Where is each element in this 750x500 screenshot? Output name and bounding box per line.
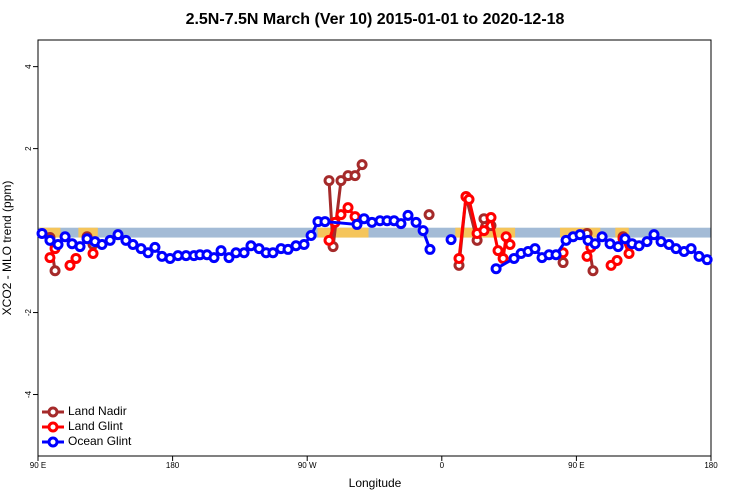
- x-tick-label: 90 E: [568, 461, 584, 470]
- point: [574, 229, 586, 241]
- chart-title: 2.5N-7.5N March (Ver 10) 2015-01-01 to 2…: [186, 11, 565, 28]
- point: [351, 218, 363, 230]
- y-tick-label: -2: [24, 308, 33, 316]
- x-tick-label: 90 E: [30, 461, 46, 470]
- point: [52, 239, 64, 251]
- ocean-band: [38, 227, 711, 238]
- point: [298, 239, 310, 251]
- x-tick-label: 0: [440, 461, 445, 470]
- point: [323, 175, 335, 187]
- point: [87, 248, 99, 260]
- point: [215, 245, 227, 257]
- point: [423, 209, 435, 221]
- point: [445, 234, 457, 246]
- point: [208, 252, 220, 264]
- x-tick-label: 180: [704, 461, 718, 470]
- point: [323, 234, 335, 246]
- point: [619, 233, 631, 245]
- x-tick-label: 180: [166, 461, 180, 470]
- point: [74, 241, 86, 253]
- point: [611, 255, 623, 267]
- point: [349, 170, 361, 182]
- point: [59, 231, 71, 243]
- point: [319, 216, 331, 228]
- point: [44, 234, 56, 246]
- point: [149, 241, 161, 253]
- point: [356, 159, 368, 171]
- point: [581, 250, 593, 262]
- legend-marker: [47, 421, 59, 433]
- point: [402, 209, 414, 221]
- point: [463, 193, 475, 205]
- point: [305, 229, 317, 241]
- land-band: [317, 227, 369, 238]
- point: [478, 225, 490, 237]
- point: [504, 239, 516, 251]
- point: [648, 229, 660, 241]
- legend-label: Land Nadir: [68, 404, 127, 418]
- point: [104, 234, 116, 246]
- point: [508, 252, 520, 264]
- legend-marker: [47, 436, 59, 448]
- point: [127, 239, 139, 251]
- point: [223, 252, 235, 264]
- point: [96, 239, 108, 251]
- point: [557, 257, 569, 269]
- legend-marker: [47, 406, 59, 418]
- point: [492, 245, 504, 257]
- point: [267, 247, 279, 259]
- plot-frame: [37, 39, 712, 457]
- point: [587, 265, 599, 277]
- point: [335, 209, 347, 221]
- point: [342, 202, 354, 214]
- point: [485, 211, 497, 223]
- point: [417, 225, 429, 237]
- point: [36, 227, 48, 239]
- point: [701, 254, 713, 266]
- point: [623, 248, 635, 260]
- point: [64, 259, 76, 271]
- point: [112, 229, 124, 241]
- point: [641, 236, 653, 248]
- point: [589, 238, 601, 250]
- point: [395, 218, 407, 230]
- y-tick-label: 4: [24, 64, 33, 69]
- y-tick-label: -4: [24, 390, 33, 398]
- y-axis-label: XCO2 - MLO trend (ppm): [0, 181, 14, 316]
- point: [335, 175, 347, 187]
- point: [612, 241, 624, 253]
- point: [142, 247, 154, 259]
- point: [490, 263, 502, 275]
- y-tick-label: 2: [24, 146, 33, 151]
- point: [49, 265, 61, 277]
- point: [410, 216, 422, 228]
- legend-label: Land Glint: [68, 419, 123, 433]
- point: [44, 252, 56, 264]
- point: [550, 249, 562, 261]
- legend-label: Ocean Glint: [68, 434, 132, 448]
- point: [453, 252, 465, 264]
- point: [596, 231, 608, 243]
- point: [685, 243, 697, 255]
- point: [424, 243, 436, 255]
- point: [238, 247, 250, 259]
- point: [497, 252, 509, 264]
- x-axis-label: Longitude: [349, 476, 402, 490]
- x-tick-label: 90 W: [298, 461, 317, 470]
- point: [70, 252, 82, 264]
- point: [529, 243, 541, 255]
- point: [633, 240, 645, 252]
